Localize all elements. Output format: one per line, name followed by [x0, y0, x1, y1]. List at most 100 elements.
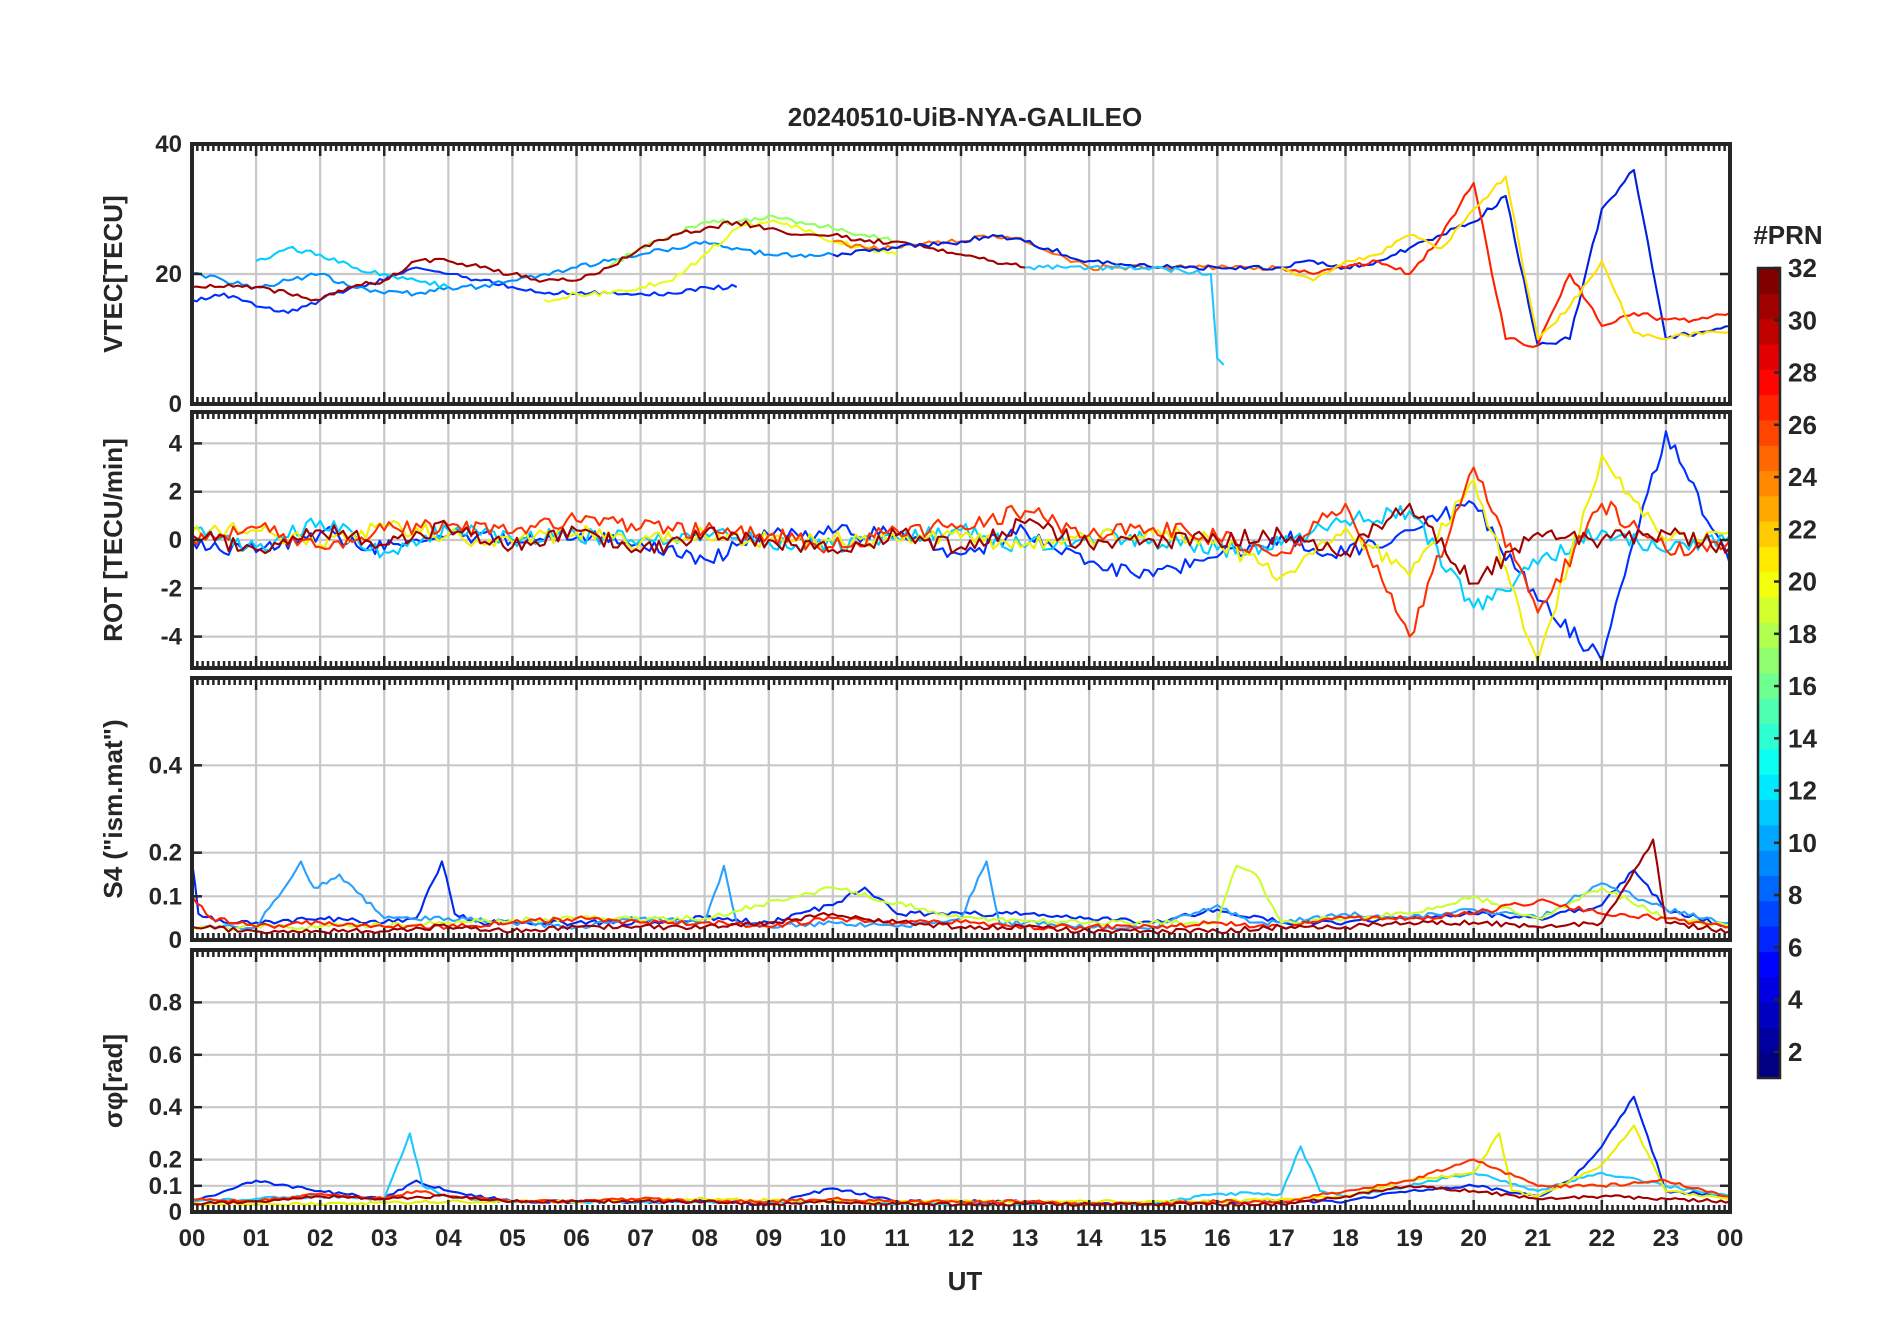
colorbar-segment	[1758, 1027, 1780, 1054]
colorbar-tick-label: 14	[1788, 723, 1817, 753]
colorbar-segment	[1758, 698, 1780, 725]
colorbar-tick-label: 22	[1788, 514, 1817, 544]
colorbar-tick-label: 32	[1788, 253, 1817, 283]
colorbar-segment	[1758, 495, 1780, 522]
x-tick-label: 16	[1204, 1225, 1231, 1252]
y-axis-label-s4: S4 ("ism.mat")	[98, 719, 128, 898]
colorbar-segment	[1758, 571, 1780, 598]
colorbar-segment	[1758, 268, 1780, 294]
panel-rot: -4 -2 0 2 4 ROT [TECU/min]	[98, 410, 1732, 670]
x-tick-label: 15	[1140, 1225, 1167, 1252]
y-tick-label: 0.8	[149, 989, 182, 1016]
colorbar-tick-label: 24	[1788, 462, 1817, 492]
series-prn-28	[192, 466, 1730, 638]
x-tick-label: 20	[1460, 1225, 1487, 1252]
x-tick-label: 08	[691, 1225, 718, 1252]
x-tick-label: 05	[499, 1225, 526, 1252]
x-tick-label: 12	[948, 1225, 975, 1252]
colorbar-segment	[1758, 394, 1780, 421]
x-tick-label: 00	[179, 1225, 206, 1252]
y-tick-label: 0	[169, 391, 182, 418]
y-tick-label: 0.1	[149, 883, 182, 910]
colorbar-tick-label: 16	[1788, 671, 1817, 701]
series-prn-18	[192, 864, 1730, 931]
y-axis-label-vtec: VTEC[TECU]	[98, 195, 128, 352]
panel-vtec: 0 20 40 VTEC[TECU]	[98, 131, 1732, 418]
colorbar-tick-label: 20	[1788, 567, 1817, 597]
colorbar-tick-label: 6	[1788, 932, 1802, 962]
series-prn-17	[607, 214, 898, 269]
colorbar-segment	[1758, 673, 1780, 699]
colorbar-tick-label: 30	[1788, 305, 1817, 335]
colorbar-segment	[1758, 622, 1780, 649]
colorbar-tick-label: 8	[1788, 880, 1802, 910]
x-tick-label: 04	[435, 1225, 462, 1252]
x-tick-label: 18	[1332, 1225, 1359, 1252]
series-prn-27	[1280, 181, 1730, 348]
y-tick-label: -2	[161, 575, 182, 602]
series-prn-12	[192, 505, 1730, 611]
x-tick-label: 22	[1588, 1225, 1615, 1252]
x-tick-label: 21	[1524, 1225, 1551, 1252]
y-tick-label: 4	[169, 430, 183, 457]
colorbar-segment	[1758, 470, 1780, 497]
colorbar-segment	[1758, 293, 1780, 320]
y-tick-label: 0.2	[149, 840, 182, 867]
x-tick-label: 23	[1653, 1225, 1680, 1252]
colorbar-segment	[1758, 850, 1780, 876]
traces	[192, 838, 1730, 935]
colorbar-label: #PRN	[1753, 220, 1822, 250]
y-tick-label: 20	[155, 261, 182, 288]
colorbar-segment	[1758, 419, 1780, 446]
series-prn-20	[192, 454, 1730, 662]
series-prn-11	[1025, 264, 1225, 366]
panel-sigma_phi: 00.10.2 0.4 0.6 0.8 σφ[rad]	[98, 948, 1732, 1226]
colorbar-segment	[1758, 1052, 1780, 1079]
series-prn-4	[192, 266, 738, 315]
colorbar-segment	[1758, 1002, 1780, 1028]
colorbar-segment	[1758, 976, 1780, 1003]
series-prn-12	[255, 245, 449, 289]
colorbar-segment	[1758, 318, 1780, 345]
series-prn-20	[1280, 175, 1730, 341]
colorbar-frame	[1756, 266, 1782, 1080]
colorbar-tick-label: 18	[1788, 619, 1817, 649]
x-tick-label: 01	[243, 1225, 270, 1252]
x-tick-labels: 00 01 02 03 04 05 06 07 08 09 10 11 12 13 14 15 16 17 18 19…	[179, 1225, 1744, 1252]
panel-s4: 0 0.1 0.2 0.4 S4 ("ism.mat")	[98, 676, 1732, 954]
colorbar-tick-label: 4	[1788, 985, 1803, 1015]
x-tick-label: 17	[1268, 1225, 1295, 1252]
y-tick-label: -4	[161, 624, 183, 651]
x-tick-label: 07	[627, 1225, 654, 1252]
x-tick-label: 09	[755, 1225, 782, 1252]
x-tick-label: 19	[1396, 1225, 1423, 1252]
x-tick-label: 11	[884, 1225, 909, 1252]
x-tick-label: 03	[371, 1225, 398, 1252]
y-tick-label: 2	[169, 479, 182, 506]
y-tick-label: 0.2	[149, 1147, 182, 1174]
colorbar-segment	[1758, 900, 1780, 927]
series-prn-31	[192, 838, 1730, 935]
x-tick-label: 10	[819, 1225, 846, 1252]
x-tick-label: 02	[307, 1225, 334, 1252]
colorbar-segment	[1758, 774, 1780, 801]
colorbar-tick-label: 10	[1788, 828, 1817, 858]
figure-title: 20240510-UiB-NYA-GALILEO	[788, 102, 1143, 132]
y-axis-label-sigma_phi: σφ[rad]	[98, 1034, 128, 1128]
colorbar-segment	[1758, 445, 1780, 471]
x-tick-label: 13	[1012, 1225, 1039, 1252]
colorbar-segment	[1758, 546, 1780, 573]
colorbar-segment	[1758, 824, 1780, 851]
y-tick-label: 0.6	[149, 1042, 182, 1069]
colorbar-tick-label: 12	[1788, 776, 1817, 806]
colorbar-segment	[1758, 723, 1780, 750]
colorbar-tick-label: 26	[1788, 410, 1817, 440]
y-tick-label: 0.4	[149, 1094, 183, 1121]
colorbar-segment	[1758, 875, 1780, 902]
x-tick-label: 14	[1076, 1225, 1103, 1252]
colorbar-segment	[1758, 369, 1780, 396]
